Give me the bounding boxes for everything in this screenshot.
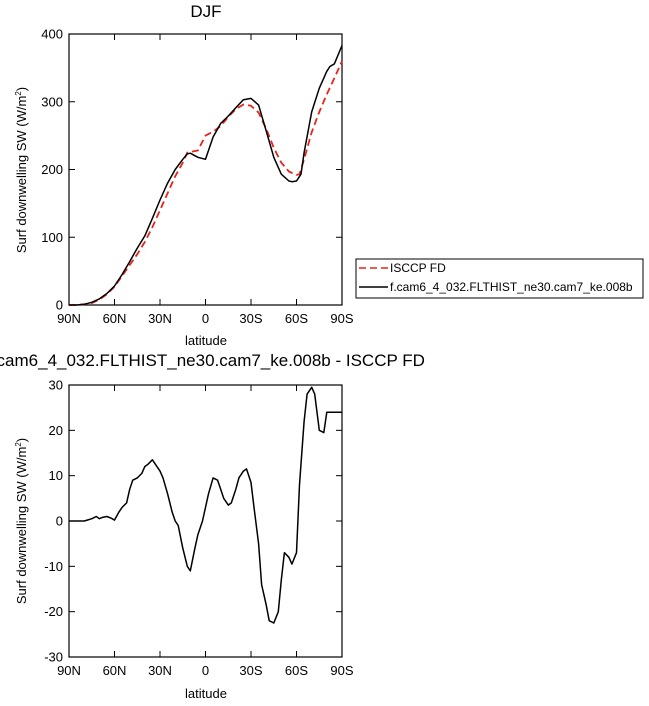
x-tick-label: 60N bbox=[103, 663, 127, 678]
y-tick-label: 200 bbox=[41, 162, 63, 177]
x-tick-label: 60N bbox=[103, 311, 127, 326]
y-tick-label: 10 bbox=[49, 468, 63, 483]
x-tick-label: 0 bbox=[202, 311, 209, 326]
x-tick-label: 0 bbox=[202, 663, 209, 678]
series-line-1-0 bbox=[69, 386, 342, 624]
y-tick-label: 30 bbox=[49, 378, 63, 393]
y-tick-label: 0 bbox=[56, 514, 63, 529]
x-tick-label: 90S bbox=[330, 311, 353, 326]
x-tick-label: 90N bbox=[57, 663, 81, 678]
y-tick-label: 0 bbox=[56, 298, 63, 313]
x-tick-label: 60S bbox=[285, 663, 308, 678]
x-tick-label: 30N bbox=[148, 311, 172, 326]
bottom-panel: f.cam6_4_032.FLTHIST_ne30.cam7_ke.008b -… bbox=[0, 351, 425, 701]
y-tick-label: -20 bbox=[44, 604, 63, 619]
bottom-y-axis-label: Surf downwelling SW (W/m2) bbox=[14, 438, 29, 604]
legend-box bbox=[355, 258, 644, 299]
top-chart-title: DJF bbox=[190, 2, 221, 21]
x-tick-label: 90S bbox=[330, 663, 353, 678]
y-tick-label: -10 bbox=[44, 559, 63, 574]
y-tick-label: 100 bbox=[41, 230, 63, 245]
y-tick-label: 300 bbox=[41, 94, 63, 109]
x-tick-label: 30S bbox=[239, 663, 262, 678]
x-tick-label: 30S bbox=[239, 311, 262, 326]
x-tick-label: 90N bbox=[57, 311, 81, 326]
bottom-x-axis-label: latitude bbox=[185, 686, 227, 701]
y-tick-label: -30 bbox=[44, 650, 63, 665]
y-tick-label: 20 bbox=[49, 423, 63, 438]
legend-entry-isccp: ISCCP FD bbox=[390, 261, 446, 275]
x-tick-label: 30N bbox=[148, 663, 172, 678]
series-line-0-0 bbox=[69, 60, 343, 306]
series-line-0-1 bbox=[69, 45, 343, 306]
top-y-axis-label: Surf downwelling SW (W/m2) bbox=[14, 87, 29, 253]
x-tick-label: 60S bbox=[285, 311, 308, 326]
bottom-chart-title: f.cam6_4_032.FLTHIST_ne30.cam7_ke.008b -… bbox=[0, 351, 425, 370]
legend: ISCCP FD f.cam6_4_032.FLTHIST_ne30.cam7_… bbox=[355, 258, 644, 299]
top-panel: DJF 0 100 200 300 400 90N 60N 30N 0 30S 60S 90S la… bbox=[14, 2, 644, 348]
legend-entry-model: f.cam6_4_032.FLTHIST_ne30.cam7_ke.008b bbox=[390, 280, 633, 294]
bottom-plot-frame bbox=[68, 384, 343, 658]
top-x-axis-label: latitude bbox=[185, 333, 227, 348]
y-tick-label: 400 bbox=[41, 27, 63, 42]
